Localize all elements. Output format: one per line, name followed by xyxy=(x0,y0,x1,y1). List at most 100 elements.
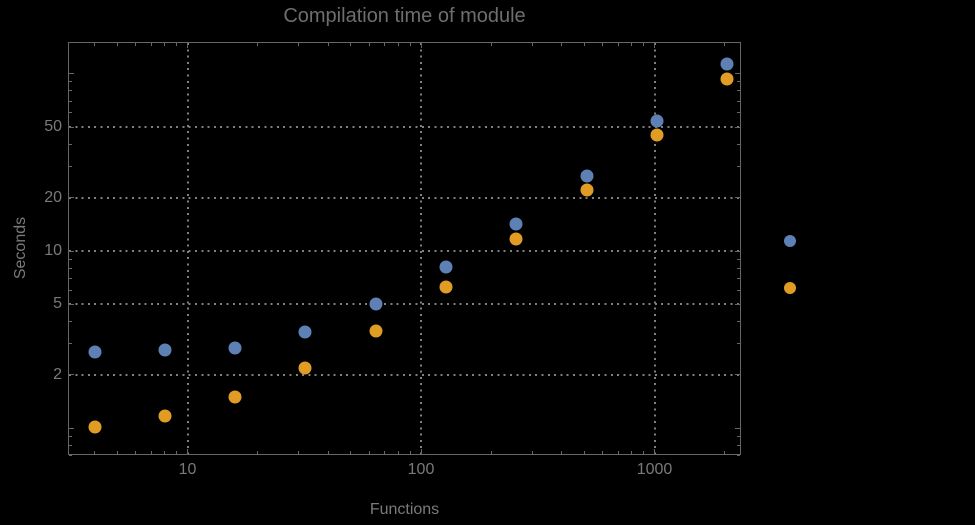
data-point-series-2-orange-x2048 xyxy=(720,72,734,86)
x-tick-5 xyxy=(116,43,118,46)
y-tick-3 xyxy=(69,343,72,345)
x-tick-100 xyxy=(420,449,422,454)
x-tick-8 xyxy=(164,43,166,46)
x-tick-50 xyxy=(350,43,352,46)
y-tick-5 xyxy=(735,303,740,305)
x-tick-300 xyxy=(531,451,533,454)
y-tick-label-5: 5 xyxy=(53,295,62,313)
grid-line-x-100 xyxy=(420,43,422,454)
x-tick-7 xyxy=(150,43,152,46)
y-tick-3 xyxy=(737,343,740,345)
x-tick-2000 xyxy=(724,43,726,46)
chart-title: Compilation time of module xyxy=(283,5,526,27)
data-point-series-1-blue-x1024 xyxy=(650,114,664,128)
x-tick-500 xyxy=(583,451,585,454)
x-tick-70 xyxy=(384,43,386,46)
y-tick-10 xyxy=(69,250,74,252)
y-tick-7 xyxy=(69,277,72,279)
y-tick-60 xyxy=(737,112,740,114)
x-tick-10 xyxy=(187,449,188,454)
x-tick-2000 xyxy=(724,451,726,454)
x-tick-80 xyxy=(397,451,399,454)
x-tick-400 xyxy=(561,451,563,454)
x-tick-60 xyxy=(368,451,370,454)
x-tick-8 xyxy=(164,451,166,454)
data-point-series-2-orange-x128 xyxy=(439,280,453,294)
x-tick-9 xyxy=(176,451,178,454)
y-tick-50 xyxy=(69,126,74,128)
grid-line-y-5 xyxy=(69,303,740,306)
y-tick-8 xyxy=(737,267,740,269)
x-tick-800 xyxy=(631,451,633,454)
grid-line-y-50 xyxy=(69,126,740,128)
data-point-series-1-blue-x64 xyxy=(369,297,383,311)
y-tick-1 xyxy=(735,427,740,429)
x-tick-300 xyxy=(531,43,533,46)
y-tick-20 xyxy=(69,197,74,199)
x-tick-9 xyxy=(176,43,178,46)
x-tick-7 xyxy=(150,451,152,454)
y-tick-6 xyxy=(69,289,72,291)
y-tick-0.9 xyxy=(69,436,72,438)
x-tick-600 xyxy=(602,43,604,46)
grid-line-y-20 xyxy=(69,196,740,199)
data-point-series-1-blue-x256 xyxy=(509,217,523,231)
data-point-series-2-orange-x256 xyxy=(509,232,523,246)
y-tick-60 xyxy=(69,112,72,114)
x-tick-20 xyxy=(257,43,259,46)
y-tick-10 xyxy=(735,250,740,252)
data-point-series-1-blue-x32 xyxy=(298,325,312,339)
x-tick-60 xyxy=(368,43,370,46)
y-tick-label-2: 2 xyxy=(53,365,62,383)
y-tick-100 xyxy=(69,73,74,75)
x-tick-90 xyxy=(409,451,411,454)
x-tick-4 xyxy=(94,451,96,454)
y-tick-80 xyxy=(69,90,72,92)
data-point-series-2-orange-x4 xyxy=(88,420,102,434)
x-tick-900 xyxy=(643,451,645,454)
x-tick-600 xyxy=(602,451,604,454)
y-tick-30 xyxy=(737,165,740,167)
x-tick-label-10: 10 xyxy=(178,461,197,478)
x-tick-900 xyxy=(643,43,645,46)
y-tick-label-10: 10 xyxy=(44,242,62,259)
x-tick-80 xyxy=(397,43,399,46)
x-tick-700 xyxy=(617,43,619,46)
y-tick-20 xyxy=(735,197,740,199)
y-tick-2 xyxy=(69,374,74,376)
y-tick-90 xyxy=(69,81,72,83)
y-tick-90 xyxy=(737,81,740,83)
y-tick-0.9 xyxy=(737,436,740,438)
grid-line-x-10 xyxy=(186,43,189,454)
data-point-series-1-blue-x128 xyxy=(439,260,453,274)
plot-area xyxy=(68,42,741,457)
data-point-series-1-blue-x4 xyxy=(88,345,102,359)
y-tick-9 xyxy=(69,258,72,260)
data-point-series-2-orange-x512 xyxy=(580,183,594,197)
grid-line-y-10 xyxy=(69,250,740,252)
y-tick-40 xyxy=(69,143,72,145)
data-point-series-1-blue-x2048 xyxy=(720,57,734,71)
data-point-series-2-orange-x1024 xyxy=(650,128,664,142)
data-point-series-1-blue-x16 xyxy=(228,341,242,355)
data-point-series-1-blue-x8 xyxy=(158,343,172,357)
x-tick-20 xyxy=(257,451,259,454)
x-tick-40 xyxy=(327,451,329,454)
y-tick-8 xyxy=(69,267,72,269)
y-tick-70 xyxy=(69,100,72,102)
x-tick-6 xyxy=(135,451,137,454)
y-tick-100 xyxy=(735,73,740,75)
x-tick-70 xyxy=(384,451,386,454)
y-tick-40 xyxy=(737,143,740,145)
x-tick-label-1000: 1000 xyxy=(636,461,673,478)
y-tick-4 xyxy=(69,321,72,323)
y-tick-0.7000000000000001 xyxy=(69,455,72,457)
x-tick-1000 xyxy=(654,43,655,48)
x-tick-200 xyxy=(490,451,492,454)
y-tick-4 xyxy=(737,321,740,323)
y-tick-0.8 xyxy=(69,445,72,447)
x-tick-6 xyxy=(135,43,137,46)
y-tick-7 xyxy=(737,277,740,279)
y-axis-label: Seconds xyxy=(12,216,29,280)
x-tick-1000 xyxy=(654,449,655,454)
